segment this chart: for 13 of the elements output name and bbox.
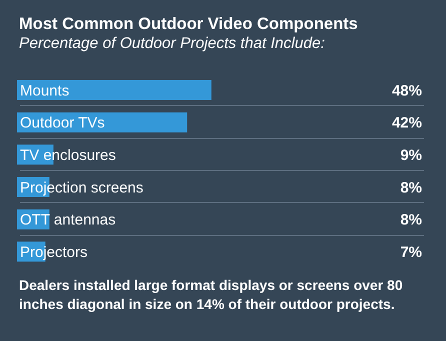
chart-subtitle: Percentage of Outdoor Projects that Include: [19,35,325,53]
y-tick-label: Mounts [20,82,70,100]
data-label: 9% [400,147,422,164]
data-label: 7% [400,244,422,262]
data-label: 8% [400,212,422,229]
chart-title: Most Common Outdoor Video Components [19,15,358,34]
y-tick-label: Outdoor TVs [20,114,105,132]
bar [17,80,212,100]
data-label: 8% [400,179,422,196]
bar [17,112,188,132]
data-label: 48% [392,82,422,100]
text: Dealers installed large format displays or screens over 80 inches diagonal in size on 14% of their outdoor projects. [19,276,404,314]
data-label: 42% [392,114,422,132]
